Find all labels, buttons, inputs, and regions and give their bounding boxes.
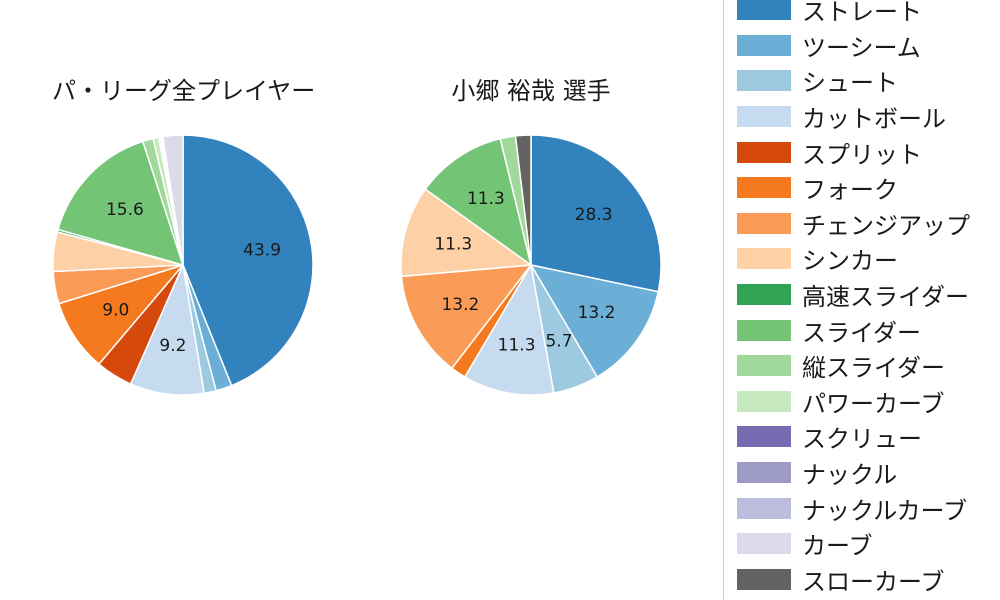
legend-swatch bbox=[737, 284, 791, 306]
pie-slice bbox=[514, 134, 532, 266]
legend-swatch bbox=[737, 462, 791, 484]
pie-slice bbox=[400, 264, 532, 369]
pie-slice bbox=[530, 264, 659, 378]
pie-slice bbox=[57, 140, 184, 266]
legend-label: スプリット bbox=[802, 140, 922, 169]
legend-swatch bbox=[737, 390, 791, 412]
pie-value-label: 15.6 bbox=[106, 200, 144, 220]
legend-label: ストレート bbox=[802, 0, 922, 27]
legend-swatch bbox=[737, 248, 791, 270]
legend-label: チェンジアップ bbox=[802, 211, 970, 240]
pie-chart-player: 28.3 13.2 5.7 11.3 13.2 11.3 11.3 bbox=[400, 134, 662, 396]
pie-value-label: 11.3 bbox=[498, 335, 536, 355]
pie-slice bbox=[530, 134, 662, 293]
legend-item: ツーシーム bbox=[737, 28, 1000, 64]
pie-value-label: 5.7 bbox=[545, 332, 572, 352]
legend-label: スライダー bbox=[802, 318, 922, 347]
legend-item: スローカーブ bbox=[737, 562, 1000, 598]
legend-item: 高速スライダー bbox=[737, 277, 1000, 313]
pie-value-label: 9.0 bbox=[102, 300, 129, 320]
legend-label: 高速スライダー bbox=[802, 283, 970, 312]
legend-label: フォーク bbox=[802, 176, 898, 205]
legend-swatch bbox=[737, 355, 791, 377]
legend-swatch bbox=[737, 568, 791, 590]
legend-label: ナックル bbox=[802, 461, 898, 490]
pie-chart-pacific-league: 43.9 9.2 9.0 15.6 bbox=[52, 134, 314, 396]
legend-label: ツーシーム bbox=[802, 33, 921, 62]
legend-label: シンカー bbox=[802, 247, 898, 276]
pie-value-label: 11.3 bbox=[434, 235, 472, 255]
legend: ストレートツーシームシュートカットボール スプリットフォークチェンジアップ シンカー… bbox=[723, 0, 1000, 600]
legend-label: スローカーブ bbox=[802, 567, 945, 596]
pie-value-label: 13.2 bbox=[441, 295, 479, 315]
legend-swatch bbox=[737, 141, 791, 163]
legend-swatch bbox=[737, 497, 791, 519]
legend-item: ストレート bbox=[737, 0, 1000, 28]
legend-label: 縦スライダー bbox=[802, 354, 946, 383]
legend-item: カーブ bbox=[737, 526, 1000, 562]
pie-slice bbox=[464, 264, 555, 396]
pie-slice bbox=[400, 188, 532, 278]
legend-label: ナックルカーブ bbox=[802, 496, 968, 525]
legend-label: スクリュー bbox=[802, 425, 922, 454]
legend-item: パワーカーブ bbox=[737, 384, 1000, 420]
pie-value-label: 13.2 bbox=[578, 303, 616, 323]
legend-item: 縦スライダー bbox=[737, 348, 1000, 384]
legend-label: カーブ bbox=[802, 532, 873, 561]
legend-label: カットボール bbox=[802, 105, 946, 134]
legend-item: シンカー bbox=[737, 241, 1000, 277]
legend-label: パワーカーブ bbox=[802, 389, 945, 418]
pie-value-label: 43.9 bbox=[243, 241, 281, 261]
legend-swatch bbox=[737, 70, 791, 92]
legend-swatch bbox=[737, 533, 791, 555]
legend-item: スライダー bbox=[737, 312, 1000, 348]
pie-value-label: 11.3 bbox=[467, 189, 505, 209]
legend-swatch bbox=[737, 177, 791, 199]
legend-swatch bbox=[737, 426, 791, 448]
legend-item: スプリット bbox=[737, 134, 1000, 170]
pie-slice bbox=[424, 137, 532, 266]
pie-slice bbox=[161, 134, 184, 266]
legend-item: シュート bbox=[737, 63, 1000, 99]
legend-item: スクリュー bbox=[737, 419, 1000, 455]
legend-label: シュート bbox=[802, 69, 898, 98]
pie-slice bbox=[182, 134, 314, 387]
legend-swatch bbox=[737, 319, 791, 341]
legend-swatch bbox=[737, 106, 791, 128]
legend-swatch bbox=[737, 34, 791, 56]
pie-value-label: 28.3 bbox=[575, 205, 613, 225]
legend-item: カットボール bbox=[737, 99, 1000, 135]
legend-item: フォーク bbox=[737, 170, 1000, 206]
legend-swatch bbox=[737, 0, 791, 21]
chart-title-pacific-league: パ・リーグ全プレイヤー bbox=[52, 77, 316, 105]
legend-item: チェンジアップ bbox=[737, 206, 1000, 242]
legend-item: ナックルカーブ bbox=[737, 490, 1000, 526]
legend-item: ナックル bbox=[737, 455, 1000, 491]
legend-swatch bbox=[737, 212, 791, 234]
pie-value-label: 9.2 bbox=[159, 336, 186, 356]
chart-title-player: 小郷 裕哉 選手 bbox=[451, 77, 611, 105]
